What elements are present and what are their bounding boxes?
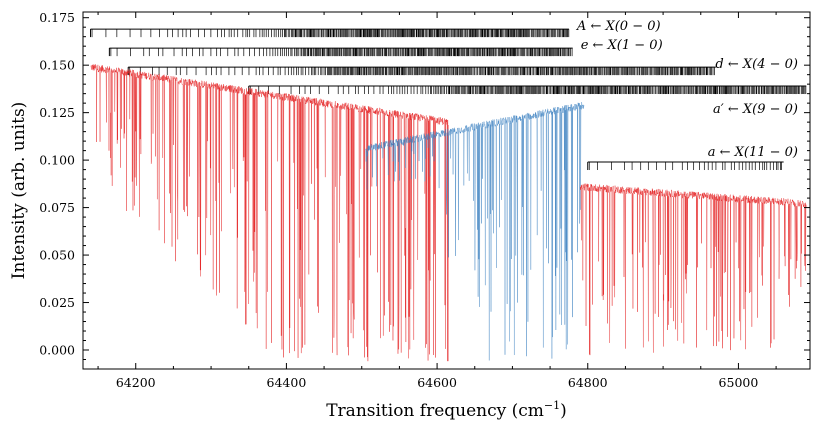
- x-axis-title-close: ): [560, 401, 567, 421]
- y-tick-label: 0.025: [39, 295, 75, 310]
- spectrum-series-line: [579, 183, 807, 356]
- y-axis-title: Intensity (arb. units): [9, 102, 29, 280]
- spectrum-series-line: [90, 64, 449, 362]
- axes: 64200 64400 64600 64800 65000 0.000 0.025 0.050…: [39, 10, 810, 390]
- x-tick-label: 64200: [116, 375, 156, 390]
- band-label: A ← X(0 − 0): [576, 19, 661, 34]
- y-tick-label: 0.125: [39, 105, 75, 120]
- x-tick-label: 64600: [417, 375, 457, 390]
- band-label-main: a: [713, 102, 721, 117]
- band-label-main: e ← X(1 − 0): [581, 38, 663, 53]
- x-tick-label: 65000: [719, 375, 759, 390]
- band-assignments: A ← X(0 − 0) e ← X(1 − 0) d ← X(4 − 0) a′ ←…: [90, 19, 807, 171]
- x-axis-title-main: Transition frequency (cm: [326, 401, 544, 421]
- plot-frame: [82, 11, 811, 370]
- y-tick-label: 0.100: [39, 153, 75, 168]
- y-tick-label: 0.050: [39, 248, 75, 263]
- band-label-main: a ← X(11 − 0): [708, 145, 798, 160]
- y-tick-label: 0.000: [39, 343, 75, 358]
- y-tick-label: 0.075: [39, 200, 75, 215]
- band-label-main: A ← X(0 − 0): [576, 19, 661, 34]
- spectrum-series: [90, 64, 807, 362]
- band-label-rest: ′ ← X(9 − 0): [721, 102, 798, 117]
- x-axis-title: Transition frequency (cm−1): [326, 399, 567, 421]
- band-label: e ← X(1 − 0): [581, 38, 663, 53]
- band-label-main: d ← X(4 − 0): [715, 57, 798, 72]
- spectrum-series-line: [365, 102, 585, 361]
- band-label: a ← X(11 − 0): [708, 145, 798, 160]
- x-axis-title-superscript: −1: [544, 399, 560, 412]
- band-label: a′ ← X(9 − 0): [713, 102, 798, 117]
- band-label: d ← X(4 − 0): [715, 57, 798, 72]
- y-tick-label: 0.150: [39, 58, 75, 73]
- x-tick-label: 64400: [267, 375, 307, 390]
- y-tick-label: 0.175: [39, 10, 75, 25]
- x-tick-label: 64800: [568, 375, 608, 390]
